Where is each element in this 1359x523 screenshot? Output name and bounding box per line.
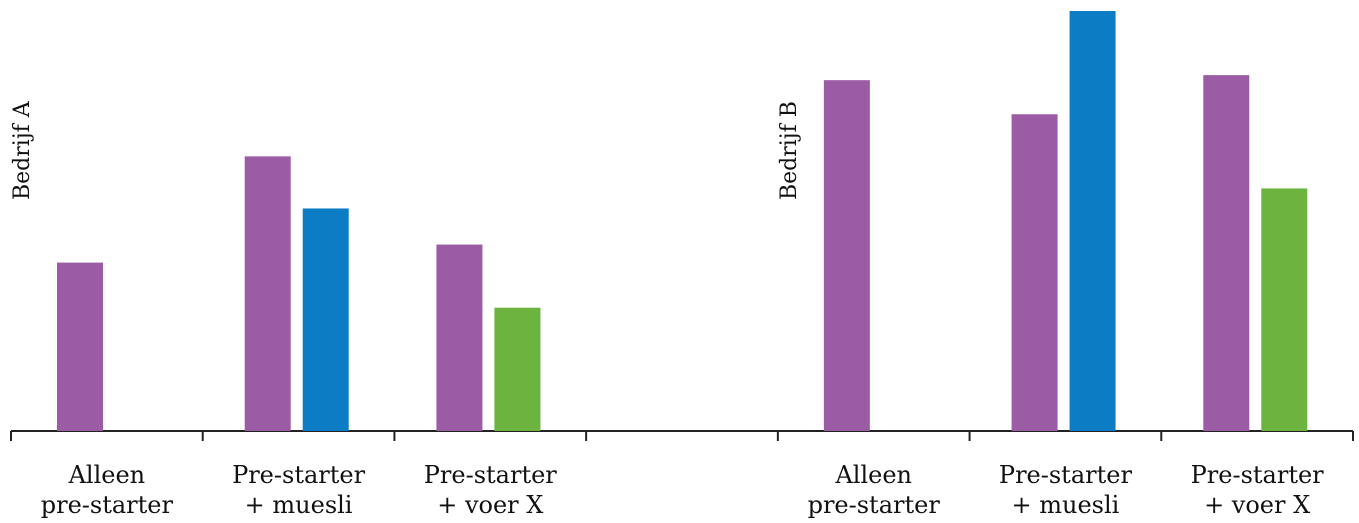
- x-tick-label: Pre-starter + voer X: [1191, 461, 1325, 519]
- bar: [302, 208, 349, 431]
- x-tick-label: Alleen pre-starter: [808, 461, 941, 519]
- bar: [1261, 188, 1308, 431]
- bar: [823, 80, 870, 432]
- bar: [57, 262, 103, 431]
- x-tick-label: Pre-starter + muesli: [232, 461, 366, 519]
- bar: [436, 244, 483, 431]
- group-label: Bedrijf B: [777, 101, 802, 200]
- x-tick-label: Pre-starter + voer X: [424, 461, 558, 519]
- bar: [244, 156, 291, 431]
- bar: [1069, 11, 1116, 432]
- x-tick-label: Pre-starter + muesli: [999, 461, 1133, 519]
- bar: [494, 307, 541, 431]
- bar: [1011, 114, 1058, 431]
- x-tick-label: Alleen pre-starter: [41, 461, 174, 519]
- bar: [1203, 75, 1250, 432]
- group-label: Bedrijf A: [10, 100, 35, 200]
